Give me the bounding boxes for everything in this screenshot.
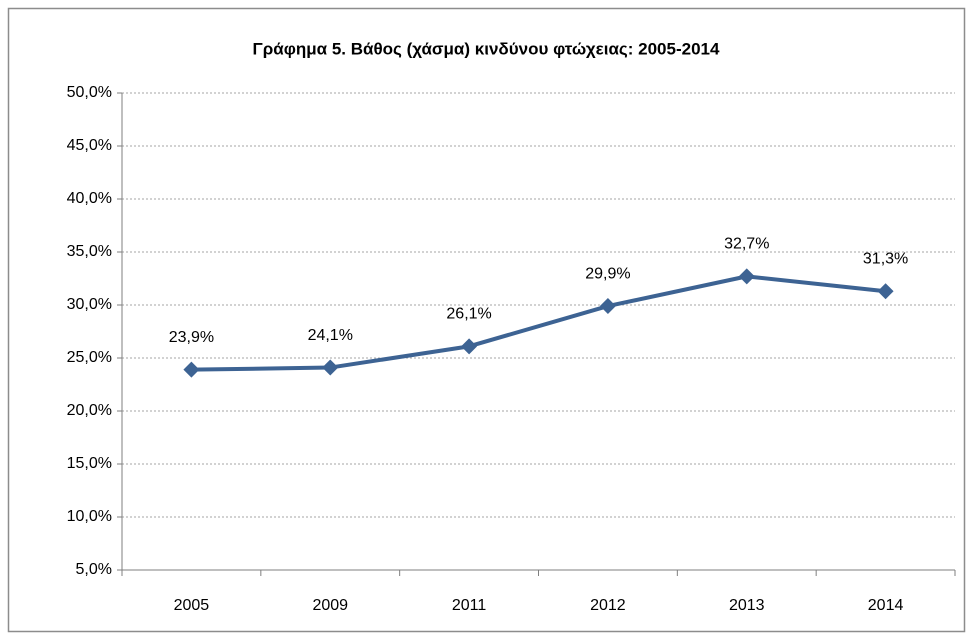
y-tick-label: 50,0% (67, 84, 112, 101)
y-tick-label: 45,0% (67, 137, 112, 154)
chart-title: Γράφημα 5. Βάθος (χάσμα) κινδύνου φτώχει… (253, 39, 720, 58)
marker (599, 298, 616, 315)
marker (322, 359, 339, 376)
marker (183, 361, 200, 378)
y-tick-label: 20,0% (67, 402, 112, 419)
y-tick-label: 10,0% (67, 508, 112, 525)
marker (877, 283, 894, 300)
y-tick-label: 35,0% (67, 243, 112, 260)
x-tick-label: 2005 (174, 597, 210, 614)
data-label: 29,9% (585, 265, 630, 282)
line (191, 274, 886, 372)
marker (738, 268, 755, 285)
chart-frame (7, 7, 966, 633)
marker (461, 338, 478, 355)
x-tick-label: 2011 (452, 597, 487, 614)
x-tick-label: 2012 (590, 597, 626, 614)
y-tick-label: 40,0% (67, 190, 112, 207)
data-label: 23,9% (169, 329, 214, 346)
data-label: 26,1% (446, 306, 491, 323)
y-tick-label: 25,0% (67, 349, 112, 366)
data-label: 32,7% (724, 236, 769, 253)
data-label: 24,1% (308, 327, 353, 344)
x-tick-label: 2014 (868, 597, 904, 614)
y-tick-label: 15,0% (67, 455, 112, 472)
data-label: 31,3% (863, 250, 908, 267)
y-tick-label: 30,0% (67, 296, 112, 313)
y-tick-label: 5,0% (76, 561, 112, 578)
x-tick-label: 2013 (729, 597, 765, 614)
x-tick-label: 2009 (312, 597, 348, 614)
